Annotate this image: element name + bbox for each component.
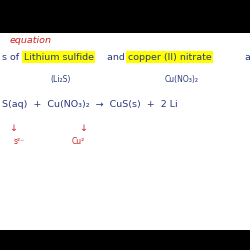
Text: a: a <box>242 52 250 62</box>
Text: ↓: ↓ <box>9 124 17 133</box>
Text: Cu²: Cu² <box>71 138 85 146</box>
Text: equation: equation <box>10 36 52 45</box>
Text: Cu(NO₃)₂: Cu(NO₃)₂ <box>165 75 199 84</box>
Text: s²⁻: s²⁻ <box>14 138 25 146</box>
Text: S(aq)  +  Cu(NO₃)₂  →  CuS(s)  +  2 Li: S(aq) + Cu(NO₃)₂ → CuS(s) + 2 Li <box>2 100 178 109</box>
Text: s of: s of <box>2 52 22 62</box>
Text: copper (II) nitrate: copper (II) nitrate <box>128 52 211 62</box>
Text: and: and <box>104 52 128 62</box>
Text: Lithium sulfide: Lithium sulfide <box>24 52 94 62</box>
Text: ↓: ↓ <box>79 124 87 133</box>
Text: (Li₂S): (Li₂S) <box>50 75 70 84</box>
